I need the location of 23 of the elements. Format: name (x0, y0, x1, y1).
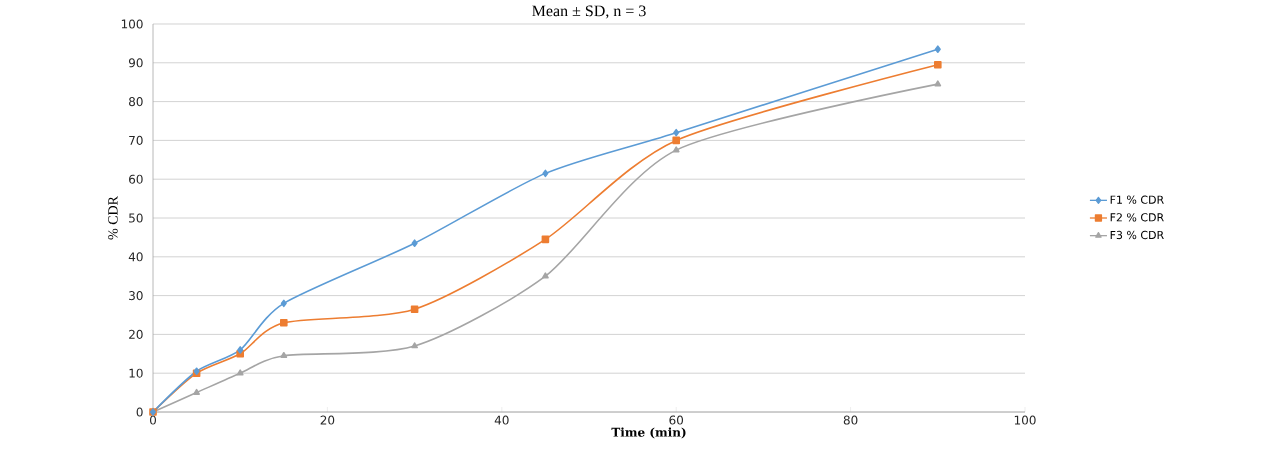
chart-title: Mean ± SD, n = 3 (532, 5, 646, 19)
y-tick-label: 60 (129, 174, 143, 184)
x-tick-label: 40 (494, 415, 509, 425)
y-tick-label: 50 (129, 213, 143, 223)
legend-label: F2 % CDR (1110, 213, 1164, 222)
y-tick-label: 40 (128, 252, 143, 262)
y-tick-label: 30 (129, 291, 143, 301)
x-tick-label: 60 (669, 415, 684, 425)
y-tick-label: 100 (121, 19, 143, 29)
x-tick-label: 20 (320, 415, 335, 425)
y-tick-label: 10 (129, 368, 143, 378)
y-tick-label: 70 (129, 135, 143, 145)
y-tick-label: 20 (129, 329, 143, 339)
y-tick-label: 0 (136, 407, 143, 417)
y-axis-title: % CDR (108, 196, 118, 240)
x-tick-label: 100 (1014, 415, 1036, 425)
x-tick-label: 0 (149, 415, 157, 425)
y-tick-label: 90 (128, 58, 143, 68)
x-tick-label: 80 (843, 415, 858, 425)
legend-label: F3 % CDR (1110, 230, 1164, 240)
y-tick-label: 80 (129, 97, 143, 107)
x-axis-title: Time (min) (611, 427, 686, 439)
legend-label: F1 % CDR (1110, 195, 1164, 204)
